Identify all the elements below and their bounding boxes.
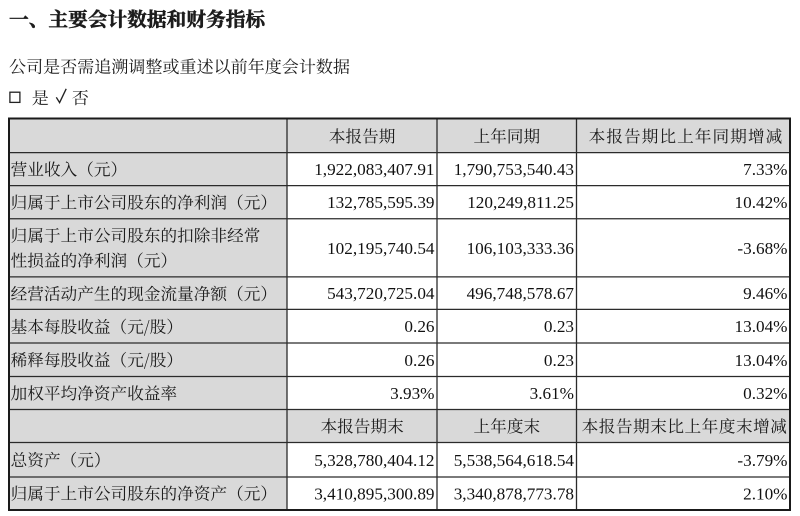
svg-text:543,720,725.04: 543,720,725.04 (327, 284, 435, 303)
svg-text:3,340,878,773.78: 3,340,878,773.78 (454, 484, 574, 503)
svg-text:5,538,564,618.54: 5,538,564,618.54 (454, 451, 575, 470)
svg-text:120,249,811.25: 120,249,811.25 (467, 193, 574, 212)
svg-text:132,785,595.39: 132,785,595.39 (327, 193, 434, 212)
svg-text:0.23: 0.23 (544, 317, 574, 336)
svg-text:3.61%: 3.61% (530, 384, 574, 403)
svg-text:1,922,083,407.91: 1,922,083,407.91 (314, 160, 434, 179)
svg-text:3,410,895,300.89: 3,410,895,300.89 (314, 484, 434, 503)
svg-text:10.42%: 10.42% (735, 193, 788, 212)
svg-text:1,790,753,540.43: 1,790,753,540.43 (454, 160, 574, 179)
svg-text:-3.79%: -3.79% (737, 451, 787, 470)
svg-text:9.46%: 9.46% (743, 284, 787, 303)
svg-text:106,103,333.36: 106,103,333.36 (467, 239, 575, 258)
svg-text:0.26: 0.26 (404, 317, 434, 336)
svg-text:13.04%: 13.04% (735, 317, 788, 336)
svg-text:5,328,780,404.12: 5,328,780,404.12 (314, 451, 434, 470)
svg-text:102,195,740.54: 102,195,740.54 (327, 239, 435, 258)
svg-text:7.33%: 7.33% (743, 160, 787, 179)
svg-text:496,748,578.67: 496,748,578.67 (467, 284, 575, 303)
svg-text:13.04%: 13.04% (735, 351, 788, 370)
svg-text:3.93%: 3.93% (390, 384, 434, 403)
svg-text:-3.68%: -3.68% (737, 239, 787, 258)
svg-text:2.10%: 2.10% (743, 484, 787, 503)
svg-text:0.23: 0.23 (544, 351, 574, 370)
svg-text:0.26: 0.26 (404, 351, 434, 370)
svg-text:0.32%: 0.32% (743, 384, 787, 403)
